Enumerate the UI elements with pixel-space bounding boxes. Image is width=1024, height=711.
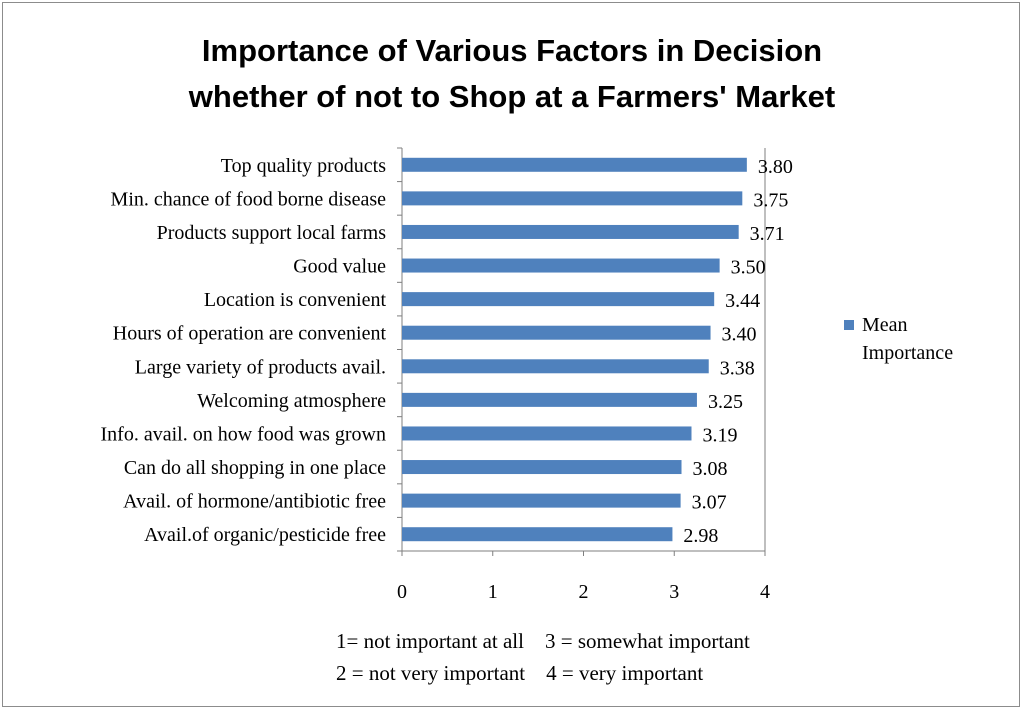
legend: Mean Importance: [844, 314, 953, 364]
data-label: 3.75: [753, 189, 788, 211]
plot-area: 0 1 2 3 4 Top quality products 3.80 Min. chance…: [101, 147, 793, 603]
bar: [402, 292, 715, 307]
chart-title-line-2: whether of not to Shop at a Farmers' Mar…: [188, 79, 835, 114]
bar: [402, 224, 739, 239]
data-label: 3.71: [750, 223, 785, 245]
bar: [402, 426, 692, 441]
scale-note-line-1: 1= not important at all 3 = somewhat imp…: [336, 629, 750, 653]
x-tick-label: 4: [760, 581, 770, 603]
data-label: 3.40: [722, 324, 757, 346]
scale-note-line-2: 2 = not very important 4 = very importan…: [336, 661, 703, 685]
category-label: Info. avail. on how food was grown: [101, 423, 387, 445]
x-tick-label: 3: [669, 581, 679, 603]
data-label: 3.80: [758, 156, 793, 178]
data-label: 3.38: [720, 357, 755, 379]
bar: [402, 527, 673, 542]
category-label: Large variety of products avail.: [135, 356, 386, 378]
chart-title-line-1: Importance of Various Factors in Decisio…: [202, 33, 822, 68]
category-label: Hours of operation are convenient: [113, 323, 387, 345]
category-label: Avail.of organic/pesticide free: [144, 524, 386, 546]
legend-label-line-1: Mean: [862, 314, 908, 336]
x-tick-label: 2: [579, 581, 589, 603]
legend-label-line-2: Importance: [862, 342, 953, 364]
bar: [402, 460, 682, 475]
category-label: Can do all shopping in one place: [124, 457, 386, 479]
bar: [402, 191, 743, 206]
legend-swatch-mean-importance: [844, 320, 854, 330]
category-label: Good value: [293, 256, 386, 278]
bar: [402, 157, 747, 172]
bar: [402, 325, 711, 340]
bar: [402, 258, 720, 273]
category-label: Top quality products: [221, 155, 386, 177]
data-label: 3.25: [708, 391, 743, 413]
bar: [402, 359, 709, 374]
category-label: Welcoming atmosphere: [197, 390, 386, 412]
data-label: 3.07: [692, 492, 727, 514]
chart-svg: Importance of Various Factors in Decisio…: [101, 33, 954, 685]
data-label: 2.98: [683, 525, 718, 547]
bar: [402, 392, 697, 407]
data-label: 3.44: [725, 290, 760, 312]
x-tick-label: 1: [488, 581, 498, 603]
x-tick-label: 0: [397, 581, 407, 603]
category-label: Avail. of hormone/antibiotic free: [123, 491, 386, 513]
data-label: 3.08: [693, 458, 728, 480]
data-label: 3.19: [702, 424, 737, 446]
category-label: Products support local farms: [157, 222, 387, 244]
data-label: 3.50: [731, 257, 766, 279]
category-label: Min. chance of food borne disease: [111, 188, 387, 210]
category-label: Location is convenient: [204, 289, 387, 311]
bar: [402, 493, 681, 508]
